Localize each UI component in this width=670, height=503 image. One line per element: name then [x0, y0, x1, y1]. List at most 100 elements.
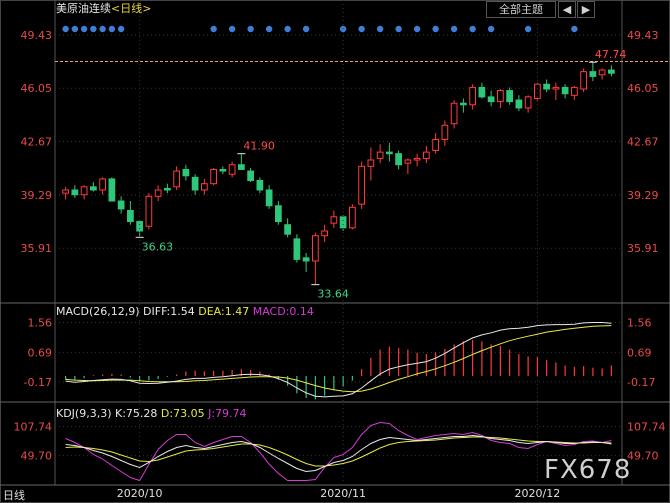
candle-body-50 [524, 96, 532, 109]
candle-body-8 [136, 221, 143, 232]
macd-hist-value: MACD:0.14 [252, 305, 314, 318]
candle-body-39 [423, 151, 430, 159]
event-dot-7 [210, 25, 217, 33]
candle-body-5 [108, 178, 116, 202]
candle-body-4 [99, 178, 106, 191]
price-tick-left-0: 49.43 [21, 29, 53, 42]
kdj-d-line [65, 436, 612, 467]
candle-body-34 [376, 151, 384, 159]
price-tick-left-1: 46.05 [21, 82, 53, 95]
candle-body-10 [154, 189, 162, 197]
event-dot-21 [487, 25, 495, 33]
macd-dea-line [65, 325, 612, 393]
event-dot-5 [108, 25, 116, 33]
event-dot-17 [413, 25, 421, 33]
candle-body-44 [469, 86, 476, 106]
annot-label-high1: 41.90 [243, 140, 275, 153]
candle-body-33 [367, 159, 375, 167]
candle-body-35 [386, 151, 393, 155]
annot-label-high2: 47.74 [595, 48, 627, 61]
event-dot-19 [450, 25, 458, 33]
candle-body-56 [580, 71, 587, 90]
candle-body-53 [552, 86, 560, 90]
candle-body-47 [497, 90, 504, 103]
kdj-tick-right-1: 49.70 [627, 450, 659, 463]
macd-tick-right-0: 1.56 [627, 317, 652, 330]
event-dot-8 [228, 25, 236, 33]
time-tick-2: 2020/12 [515, 487, 561, 500]
event-dot-22 [524, 25, 532, 33]
scroll-right-icon[interactable]: ▶ [577, 1, 595, 18]
watermark-logo: FX678 [544, 455, 632, 485]
macd-legend: MACD(26,12,9) DIFF:1.54 DEA:1.47 MACD:0.… [56, 305, 314, 318]
candle-body-26 [302, 257, 310, 262]
macd-tick-right-2: -0.17 [627, 376, 655, 389]
candle-body-18 [228, 164, 236, 175]
candle-body-12 [173, 170, 180, 188]
candle-body-28 [321, 230, 328, 237]
candle-body-37 [404, 159, 412, 164]
kdj-k-line [65, 434, 612, 473]
candle-body-16 [210, 168, 217, 185]
macd-tick-right-1: 0.69 [627, 346, 652, 359]
period-label: <日线> [111, 2, 152, 15]
price-tick-right-3: 39.29 [627, 189, 659, 202]
candle-body-38 [413, 157, 421, 161]
event-dot-6 [117, 25, 125, 33]
price-tick-right-2: 42.67 [627, 136, 659, 149]
instrument-title: 美原油连续<日线> [56, 2, 151, 15]
candle-body-6 [117, 200, 125, 210]
candle-body-23 [275, 205, 282, 223]
candle-body-57 [589, 71, 597, 77]
event-dot-11 [284, 25, 291, 33]
event-dot-10 [265, 25, 273, 33]
event-dot-12 [302, 25, 310, 33]
candle-body-2 [80, 186, 88, 196]
event-dot-15 [376, 25, 384, 33]
time-tick-0: 2020/10 [117, 487, 163, 500]
event-dot-20 [469, 25, 476, 33]
macd-dea-value: DEA:1.47 [198, 305, 250, 318]
event-dot-1 [71, 25, 79, 33]
bottom-period-tab[interactable]: 日线 [3, 489, 25, 502]
kdj-j-line [65, 421, 612, 482]
candle-body-3 [90, 186, 97, 191]
theme-selector-button[interactable]: 全部主题 [486, 1, 556, 18]
scroll-left-icon[interactable]: ◀ [558, 1, 576, 18]
candle-body-55 [571, 86, 578, 96]
candle-body-1 [71, 189, 79, 196]
candle-body-40 [432, 138, 439, 152]
event-dot-3 [90, 25, 97, 33]
candle-body-17 [219, 168, 227, 172]
macd-diff-line [65, 322, 612, 398]
candle-body-42 [450, 102, 458, 125]
price-tick-left-2: 42.67 [21, 136, 53, 149]
kdj-tick-left-0: 107.74 [14, 421, 53, 434]
candle-body-31 [349, 206, 356, 229]
annot-label-low2: 33.64 [317, 288, 349, 301]
macd-tick-left-1: 0.69 [28, 346, 53, 359]
event-dot-9 [247, 25, 254, 33]
candle-body-25 [293, 238, 301, 260]
candle-body-36 [395, 153, 402, 166]
event-dot-23 [571, 25, 578, 33]
candle-body-9 [145, 195, 153, 227]
event-dot-14 [358, 25, 365, 33]
kdj-title: KDJ(9,3,3) [56, 407, 112, 420]
price-tick-left-3: 39.29 [21, 189, 53, 202]
macd-tick-left-0: 1.56 [28, 317, 53, 330]
macd-diff-value: DIFF:1.54 [143, 305, 195, 318]
candle-body-49 [515, 99, 523, 109]
instrument-name: 美原油连续 [56, 2, 111, 15]
candle-body-43 [460, 102, 467, 106]
kdj-tick-left-1: 49.70 [21, 450, 53, 463]
candle-body-15 [201, 183, 208, 191]
macd-title: MACD(26,12,9) [56, 305, 140, 318]
kdj-d-value: D:73.05 [160, 407, 205, 420]
candle-body-46 [487, 96, 495, 103]
annot-label-low1: 36.63 [142, 240, 174, 253]
candle-body-32 [358, 165, 365, 205]
candle-body-59 [608, 69, 615, 74]
